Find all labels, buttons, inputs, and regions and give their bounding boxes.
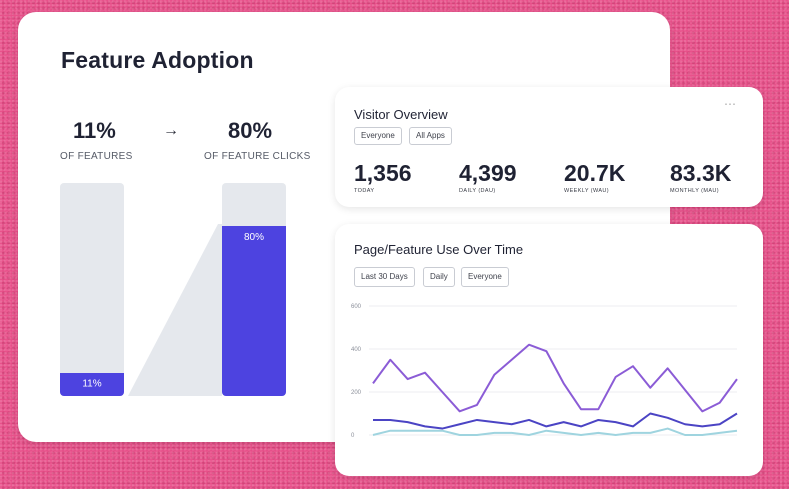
funnel-connector: [128, 224, 222, 396]
metric-dau-value: 4,399: [459, 160, 517, 186]
features-percent-label: OF FEATURES: [60, 151, 133, 162]
metric-mau-value: 83.3K: [670, 160, 732, 186]
arrow-right-icon: →: [163, 122, 179, 139]
page-feature-use-card: Page/Feature Use Over Time Last 30 Days …: [335, 224, 763, 476]
metric-today-label: TODAY: [354, 188, 375, 194]
feature-clicks-percent-label: OF FEATURE CLICKS: [204, 151, 311, 162]
features-bar-fill: 11%: [60, 372, 124, 396]
metric-wau-value: 20.7K: [564, 160, 626, 186]
more-options-icon[interactable]: ⋯: [724, 97, 737, 111]
metric-dau-label: DAILY (DAU): [459, 188, 496, 194]
features-percent: 11%: [73, 118, 116, 143]
y-tick-label: 600: [351, 304, 362, 310]
metric-mau-label: MONTHLY (MAU): [670, 188, 719, 194]
feature-clicks-percent: 80%: [228, 118, 273, 143]
series-line-1: [372, 343, 738, 413]
metric-wau-label: WEEKLY (WAU): [564, 188, 610, 194]
filter-all-apps[interactable]: All Apps: [409, 127, 452, 145]
metric-today-value: 1,356: [354, 160, 412, 186]
filter-everyone[interactable]: Everyone: [461, 267, 509, 287]
y-tick-label: 0: [351, 433, 355, 439]
series-line-3: [372, 427, 738, 436]
feature-clicks-bar-fill: 80%: [222, 225, 286, 396]
features-bar-label: 11%: [82, 378, 102, 390]
feature-clicks-bar: 80%: [222, 183, 286, 396]
page-feature-use-chart: 600 400 200 0: [351, 304, 738, 439]
features-bar: 11%: [60, 183, 124, 396]
funnel-shape: [128, 224, 222, 396]
series-line-2: [373, 412, 738, 430]
y-tick-label: 200: [351, 390, 362, 396]
y-tick-label: 400: [351, 347, 362, 353]
filter-daily[interactable]: Daily: [423, 267, 455, 287]
page-feature-use-title: Page/Feature Use Over Time: [354, 242, 524, 257]
visitor-overview-title: Visitor Overview: [354, 107, 448, 122]
filter-everyone[interactable]: Everyone: [354, 127, 402, 145]
filter-last-30-days[interactable]: Last 30 Days: [354, 267, 415, 287]
feature-adoption-title: Feature Adoption: [61, 47, 254, 73]
feature-clicks-bar-label: 80%: [243, 231, 264, 243]
visitor-overview-card: Visitor Overview ⋯ Everyone All Apps 1,3…: [335, 87, 763, 207]
